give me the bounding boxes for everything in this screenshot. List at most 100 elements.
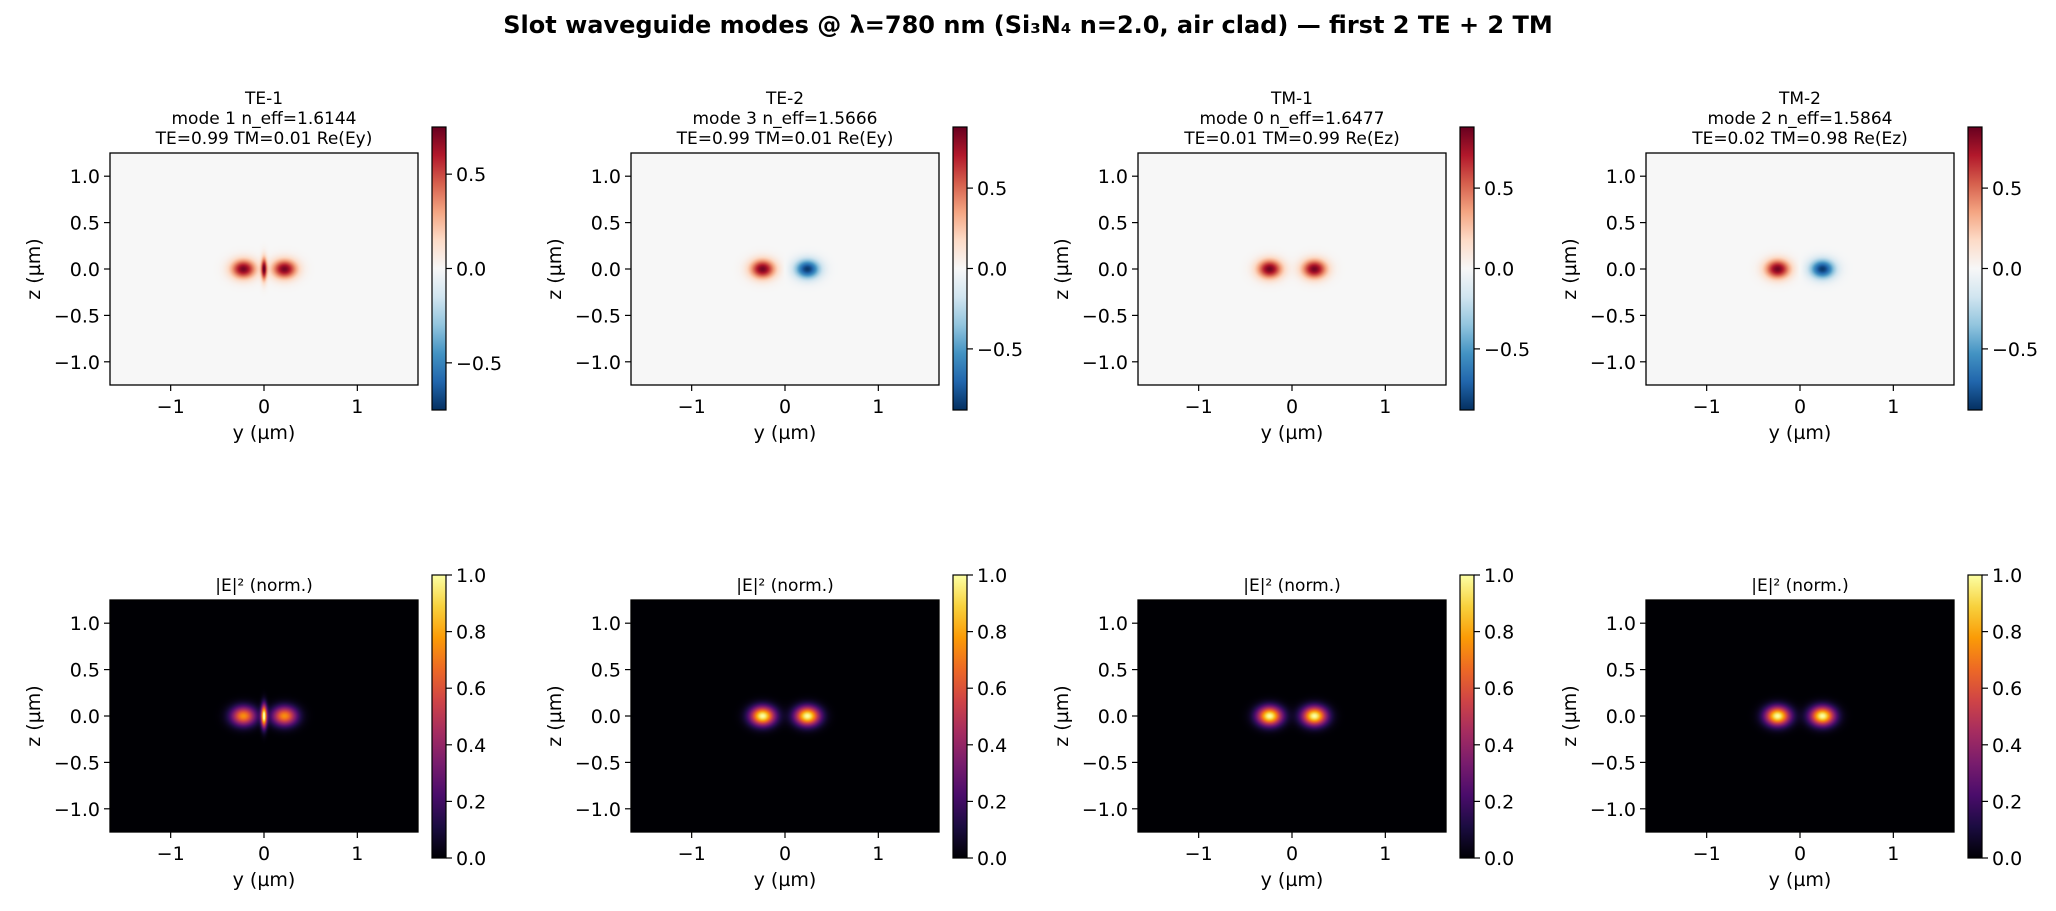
panel-1-ytick-label: 0.0 bbox=[70, 259, 100, 281]
panel-1-xtick-label: 1 bbox=[351, 396, 363, 418]
panel-8-xtick-label: 1 bbox=[1887, 843, 1899, 865]
panel-6-colorbar-tick-label: 0.0 bbox=[977, 848, 1007, 870]
panel-2-ytick-label: 0.0 bbox=[591, 259, 621, 281]
panel-5-colorbar-tick-label: 0.6 bbox=[456, 678, 486, 700]
panel-3-xtick-label: −1 bbox=[1185, 396, 1213, 418]
panel-3-ytick-label: 1.0 bbox=[1098, 166, 1128, 188]
panel-2-title-line: TE-2 bbox=[765, 89, 804, 109]
panel-7-colorbar-tick-label: 0.8 bbox=[1484, 622, 1514, 644]
panel-5-xtick-label: 0 bbox=[258, 843, 270, 865]
panel-2-colorbar-tick-label: 0.5 bbox=[977, 178, 1007, 200]
panel-2-ytick-label: −1.0 bbox=[575, 352, 621, 374]
panel-2-title-line: TE=0.99 TM=0.01 Re(Ey) bbox=[676, 129, 894, 149]
panel-2-heatmap bbox=[631, 153, 939, 385]
panel-3-title-line: TM-1 bbox=[1270, 89, 1313, 109]
panel-8-colorbar bbox=[1967, 574, 1983, 859]
panel-3-ylabel: z (µm) bbox=[1051, 238, 1073, 299]
panel-4-ytick-label: 0.5 bbox=[1606, 213, 1636, 235]
panel-2-xlabel: y (µm) bbox=[754, 422, 817, 444]
panel-6-colorbar-tick-label: 0.6 bbox=[977, 678, 1007, 700]
panel-1-heatmap bbox=[110, 153, 418, 385]
panel-6-xtick-label: 0 bbox=[779, 843, 791, 865]
panel-1-xtick-label: −1 bbox=[157, 396, 185, 418]
panel-4-xtick-label: 0 bbox=[1794, 396, 1806, 418]
panel-4-title-line: TE=0.02 TM=0.98 Re(Ez) bbox=[1691, 129, 1908, 149]
panel-7-ytick-label: 0.0 bbox=[1098, 706, 1128, 728]
panel-8-ytick-label: −0.5 bbox=[1590, 752, 1636, 774]
panel-7: |E|² (norm.) −1 0 1 1.0 0.5 0.0 −0.5 −1.0 y (µm) z… bbox=[1051, 565, 1514, 891]
panel-4-title-line: TM-2 bbox=[1778, 89, 1821, 109]
panel-6: |E|² (norm.) −1 0 1 1.0 0.5 0.0 −0.5 −1.0 y (µm) z… bbox=[544, 565, 1007, 891]
panel-3-title-line: TE=0.01 TM=0.99 Re(Ez) bbox=[1183, 129, 1400, 149]
panel-1-ytick-label: 1.0 bbox=[70, 166, 100, 188]
panel-2-xtick-label: 0 bbox=[779, 396, 791, 418]
panel-5-title-line: |E|² (norm.) bbox=[215, 576, 313, 596]
panel-4-ytick-label: −1.0 bbox=[1590, 352, 1636, 374]
panel-5-colorbar bbox=[431, 574, 447, 859]
panel-7-title-line: |E|² (norm.) bbox=[1243, 576, 1341, 596]
panel-3-colorbar bbox=[1459, 126, 1475, 411]
panel-3-colorbar-tick-label: 0.0 bbox=[1484, 259, 1514, 281]
panel-2-ytick-label: 1.0 bbox=[591, 166, 621, 188]
panel-4-ytick-label: 1.0 bbox=[1606, 166, 1636, 188]
panel-8-colorbar-tick-label: 0.4 bbox=[1992, 735, 2022, 757]
panel-6-xlabel: y (µm) bbox=[754, 869, 817, 891]
panel-3-title-line: mode 0 n_eff=1.6477 bbox=[1199, 109, 1384, 129]
panel-8-ylabel: z (µm) bbox=[1559, 685, 1581, 746]
panel-7-colorbar-tick-label: 0.4 bbox=[1484, 735, 1514, 757]
panel-3-xtick-label: 0 bbox=[1286, 396, 1298, 418]
panel-3-ytick-label: −1.0 bbox=[1082, 352, 1128, 374]
panel-4-xtick-label: −1 bbox=[1693, 396, 1721, 418]
panel-1-ytick-label: −0.5 bbox=[54, 305, 100, 327]
panel-2-ytick-label: −0.5 bbox=[575, 305, 621, 327]
panel-8-xtick-label: −1 bbox=[1693, 843, 1721, 865]
panel-6-colorbar-tick-label: 1.0 bbox=[977, 565, 1007, 587]
panel-5-xtick-label: 1 bbox=[351, 843, 363, 865]
panel-1-colorbar bbox=[431, 126, 447, 411]
panel-4-xtick-label: 1 bbox=[1887, 396, 1899, 418]
panel-6-ytick-label: 0.0 bbox=[591, 706, 621, 728]
panel-4-ytick-label: −0.5 bbox=[1590, 305, 1636, 327]
panel-8-colorbar-tick-label: 0.6 bbox=[1992, 678, 2022, 700]
panel-1-colorbar-tick-label: 0.0 bbox=[456, 259, 486, 281]
panel-8-colorbar-tick-label: 0.0 bbox=[1992, 848, 2022, 870]
panel-8-colorbar-tick-label: 0.8 bbox=[1992, 622, 2022, 644]
panel-7-heatmap bbox=[1138, 600, 1446, 832]
panel-8-heatmap bbox=[1646, 600, 1954, 832]
panel-2-colorbar-tick-label: 0.0 bbox=[977, 259, 1007, 281]
panel-4-colorbar bbox=[1967, 126, 1983, 411]
panel-2-ytick-label: 0.5 bbox=[591, 213, 621, 235]
panel-2-ylabel: z (µm) bbox=[544, 238, 566, 299]
panel-5-colorbar-tick-label: 1.0 bbox=[456, 565, 486, 587]
panel-7-colorbar-tick-label: 0.6 bbox=[1484, 678, 1514, 700]
panel-1-colorbar-tick-label: 0.5 bbox=[456, 164, 486, 186]
panel-2-colorbar bbox=[952, 126, 968, 411]
panel-3-heatmap bbox=[1138, 153, 1446, 385]
panel-7-ylabel: z (µm) bbox=[1051, 685, 1073, 746]
panel-5: |E|² (norm.) −1 0 1 1.0 0.5 0.0 −0.5 −1.0 y (µm) z… bbox=[23, 565, 486, 891]
panel-6-colorbar-tick-label: 0.2 bbox=[977, 791, 1007, 813]
panel-1-ytick-label: −1.0 bbox=[54, 352, 100, 374]
panel-7-colorbar-tick-label: 0.0 bbox=[1484, 848, 1514, 870]
panel-6-colorbar bbox=[952, 574, 968, 859]
panel-3-ytick-label: 0.0 bbox=[1098, 259, 1128, 281]
panel-4-xlabel: y (µm) bbox=[1769, 422, 1832, 444]
panel-1-ylabel: z (µm) bbox=[23, 238, 45, 299]
panel-6-heatmap bbox=[631, 600, 939, 832]
panel-6-xtick-label: 1 bbox=[872, 843, 884, 865]
panel-1-xtick-label: 0 bbox=[258, 396, 270, 418]
panel-7-ytick-label: 0.5 bbox=[1098, 660, 1128, 682]
panel-5-ytick-label: −0.5 bbox=[54, 752, 100, 774]
panel-3-xlabel: y (µm) bbox=[1261, 422, 1324, 444]
panel-7-colorbar bbox=[1459, 574, 1475, 859]
panel-7-colorbar-tick-label: 0.2 bbox=[1484, 791, 1514, 813]
panel-6-ylabel: z (µm) bbox=[544, 685, 566, 746]
panel-6-ytick-label: 1.0 bbox=[591, 613, 621, 635]
panel-3-colorbar-tick-label: −0.5 bbox=[1484, 339, 1530, 361]
panel-7-xlabel: y (µm) bbox=[1261, 869, 1324, 891]
panel-4-colorbar-tick-label: 0.5 bbox=[1992, 178, 2022, 200]
